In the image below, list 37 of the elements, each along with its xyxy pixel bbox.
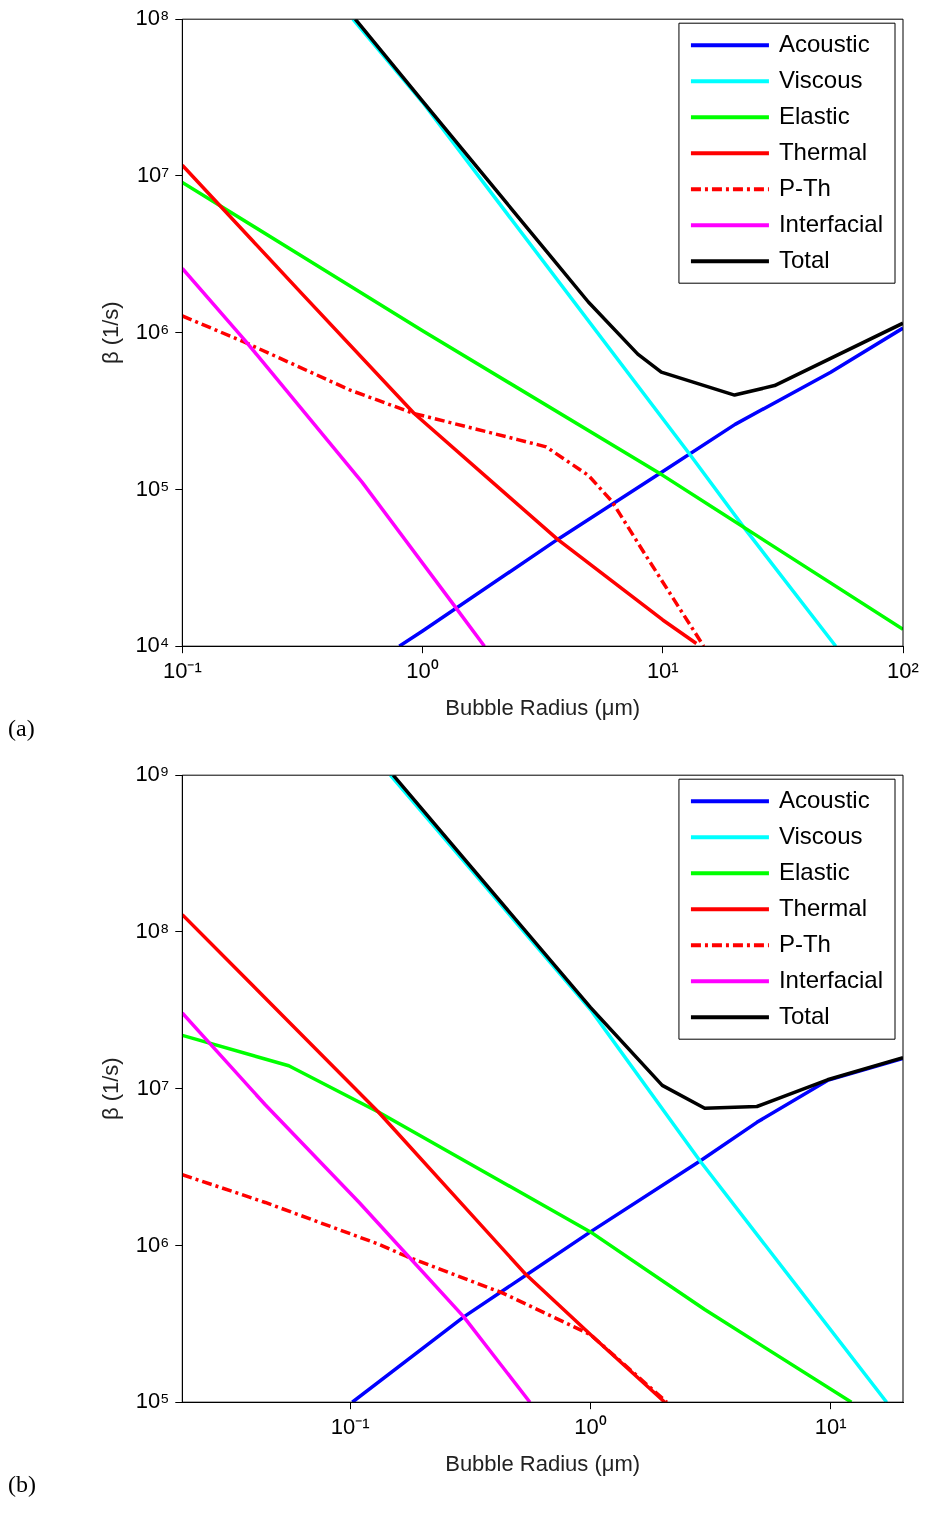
x-tick-label: 10⁰ [406,658,439,684]
legend-label: Viscous [778,821,863,849]
y-tick-label: 10⁷ [136,1074,170,1100]
x-tick-label: 10² [887,658,919,684]
legend-label: Total [778,1001,830,1029]
x-tick-label: 10⁻¹ [162,658,202,684]
legend-label: P-Th [778,173,831,201]
y-tick-label: 10⁶ [135,1231,170,1257]
legend-label: Interfacial [778,209,884,237]
y-tick-label: 10⁵ [135,1388,170,1414]
legend-label: Thermal [778,137,867,165]
y-axis-title: β (1/s) [98,1057,124,1121]
x-tick-label: 10⁰ [574,1414,607,1440]
x-axis-title: Bubble Radius (μm) [445,694,641,720]
y-tick-label: 10⁹ [135,761,170,787]
y-tick-label: 10⁷ [136,162,170,188]
legend-label: Elastic [778,101,850,129]
legend-label: Viscous [778,65,863,93]
x-tick-label: 10¹ [646,658,679,684]
y-tick-label: 10⁸ [135,5,170,31]
y-tick-label: 10⁵ [135,475,170,501]
legend-label: Acoustic [778,785,870,813]
legend-label: P-Th [778,929,831,957]
y-axis-title: β (1/s) [98,301,124,365]
legend-label: Thermal [778,893,867,921]
x-tick-label: 10⁻¹ [330,1414,370,1440]
legend-label: Elastic [778,857,850,885]
y-tick-label: 10⁸ [135,918,170,944]
legend-label: Total [778,245,830,273]
text: (b) [8,1471,36,1498]
y-tick-label: 10⁶ [135,318,170,344]
legend-label: Interfacial [778,965,884,993]
legend-label: Acoustic [778,29,870,57]
x-axis-title: Bubble Radius (μm) [445,1450,641,1476]
text: (a) [8,715,35,742]
y-tick-label: 10⁴ [135,632,170,658]
x-tick-label: 10¹ [814,1414,847,1440]
